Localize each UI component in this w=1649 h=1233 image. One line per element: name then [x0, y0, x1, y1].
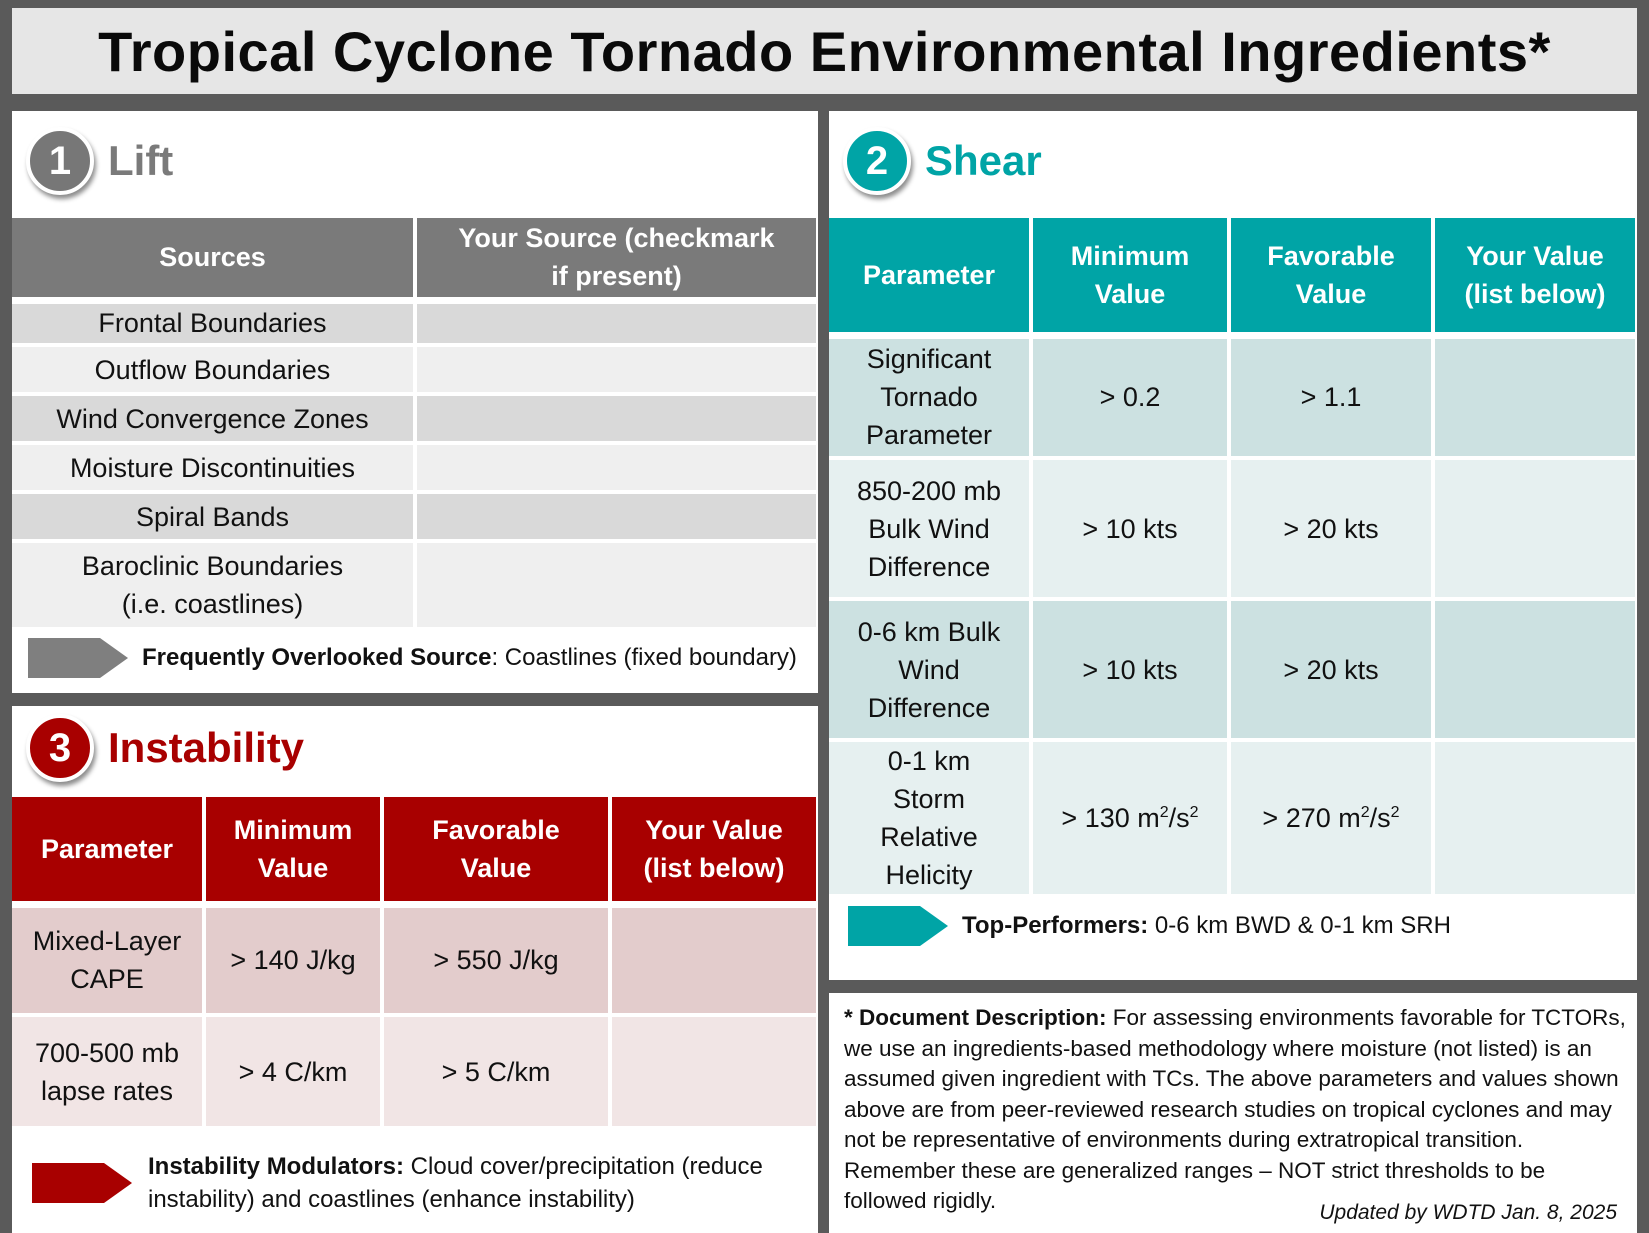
lift-source: Wind Convergence Zones: [12, 394, 417, 445]
lift-table: Sources Your Source (checkmark if presen…: [12, 218, 818, 631]
shear-minimum: > 10 kts: [1031, 599, 1231, 742]
table-row: Mixed-Layer CAPE > 140 J/kg > 550 J/kg: [12, 904, 818, 1017]
lift-check-cell[interactable]: [415, 394, 818, 445]
shear-header-parameter: Parameter: [829, 218, 1033, 339]
shear-parameter: 0-6 km Bulk Wind Difference: [829, 599, 1033, 742]
lift-panel: 1 Lift Sources Your Source (checkmark if…: [12, 111, 818, 693]
shear-favorable: > 20 kts: [1229, 599, 1435, 742]
shear-favorable: > 1.1: [1229, 335, 1435, 460]
lift-note: Frequently Overlooked Source: Coastlines…: [28, 638, 797, 678]
table-row: 0-6 km Bulk Wind Difference > 10 kts > 2…: [829, 599, 1637, 742]
shear-favorable: > 20 kts: [1229, 458, 1435, 601]
shear-title: Shear: [925, 137, 1042, 184]
instability-header-your-value: Your Value (list below): [610, 797, 818, 908]
table-row: 700-500 mb lapse rates > 4 C/km > 5 C/km: [12, 1015, 818, 1130]
instability-your-value[interactable]: [610, 904, 818, 1017]
instability-number-badge: 3: [26, 714, 94, 782]
lift-note-text: : Coastlines (fixed boundary): [491, 644, 797, 671]
table-row: 850-200 mb Bulk Wind Difference > 10 kts…: [829, 458, 1637, 601]
instability-your-value[interactable]: [610, 1015, 818, 1130]
shear-your-value[interactable]: [1433, 740, 1637, 898]
lift-check-cell[interactable]: [415, 345, 818, 396]
instability-note-text: Cloud cover/precipitation (reduce instab…: [148, 1153, 763, 1213]
lift-check-cell[interactable]: [415, 300, 818, 347]
table-row: Wind Convergence Zones: [12, 394, 818, 445]
document-description: * Document Description: For assessing en…: [844, 1003, 1629, 1217]
lift-number-badge: 1: [26, 127, 94, 195]
table-row: Moisture Discontinuities: [12, 443, 818, 494]
instability-favorable: > 550 J/kg: [382, 904, 612, 1017]
updated-note: Updated by WDTD Jan. 8, 2025: [1319, 1201, 1617, 1224]
shear-your-value[interactable]: [1433, 458, 1637, 601]
shear-header-favorable: Favorable Value: [1229, 218, 1435, 339]
shear-header-your-value: Your Value (list below): [1433, 218, 1637, 339]
lift-source: Spiral Bands: [12, 492, 417, 543]
title-bar: Tropical Cyclone Tornado Environmental I…: [12, 8, 1637, 94]
lift-check-cell[interactable]: [415, 541, 818, 631]
table-row: Baroclinic Boundaries (i.e. coastlines): [12, 541, 818, 631]
shear-parameter: Significant Tornado Parameter: [829, 335, 1033, 460]
shear-table: Parameter Minimum Value Favorable Value …: [829, 218, 1637, 898]
shear-favorable: > 270 m2/s2: [1229, 740, 1435, 898]
table-row: Frontal Boundaries: [12, 300, 818, 347]
arrow-right-icon: [28, 638, 128, 678]
arrow-right-icon: [32, 1163, 132, 1203]
lift-source: Baroclinic Boundaries (i.e. coastlines): [12, 541, 417, 631]
page-title: Tropical Cyclone Tornado Environmental I…: [98, 19, 1551, 83]
shear-header: 2 Shear: [829, 111, 1042, 211]
instability-note: Instability Modulators: Cloud cover/prec…: [32, 1150, 798, 1216]
lift-source: Outflow Boundaries: [12, 345, 417, 396]
instability-parameter: Mixed-Layer CAPE: [12, 904, 206, 1017]
lift-header-your-source: Your Source (checkmark if present): [415, 218, 818, 304]
instability-table: Parameter Minimum Value Favorable Value …: [12, 797, 818, 1130]
lift-header-sources: Sources: [12, 218, 417, 304]
shear-parameter: 0-1 km Storm Relative Helicity: [829, 740, 1033, 898]
table-row: Spiral Bands: [12, 492, 818, 543]
instability-note-label: Instability Modulators:: [148, 1153, 405, 1180]
lift-title: Lift: [108, 137, 174, 184]
shear-minimum: > 0.2: [1031, 335, 1231, 460]
description-label: * Document Description:: [844, 1005, 1107, 1030]
instability-header: 3 Instability: [12, 706, 304, 790]
shear-note-label: Top-Performers:: [962, 912, 1149, 939]
arrow-right-icon: [848, 906, 948, 946]
shear-panel: 2 Shear Parameter Minimum Value Favorabl…: [829, 111, 1637, 980]
shear-header-minimum: Minimum Value: [1031, 218, 1231, 339]
instability-favorable: > 5 C/km: [382, 1015, 612, 1130]
description-panel: * Document Description: For assessing en…: [829, 993, 1637, 1233]
instability-minimum: > 4 C/km: [204, 1015, 384, 1130]
lift-source: Frontal Boundaries: [12, 300, 417, 347]
table-row: Significant Tornado Parameter > 0.2 > 1.…: [829, 335, 1637, 460]
instability-parameter: 700-500 mb lapse rates: [12, 1015, 206, 1130]
lift-check-cell[interactable]: [415, 492, 818, 543]
lift-header: 1 Lift: [12, 111, 173, 211]
table-row: 0-1 km Storm Relative Helicity > 130 m2/…: [829, 740, 1637, 898]
shear-parameter: 850-200 mb Bulk Wind Difference: [829, 458, 1033, 601]
shear-number-badge: 2: [843, 127, 911, 195]
instability-title: Instability: [108, 724, 305, 771]
instability-header-minimum: Minimum Value: [204, 797, 384, 908]
lift-check-cell[interactable]: [415, 443, 818, 494]
shear-minimum: > 130 m2/s2: [1031, 740, 1231, 898]
shear-minimum: > 10 kts: [1031, 458, 1231, 601]
lift-note-label: Frequently Overlooked Source: [142, 644, 492, 671]
instability-panel: 3 Instability Parameter Minimum Value Fa…: [12, 706, 818, 1233]
shear-your-value[interactable]: [1433, 335, 1637, 460]
shear-your-value[interactable]: [1433, 599, 1637, 742]
description-text: For assessing environments favorable for…: [844, 1005, 1626, 1213]
instability-header-parameter: Parameter: [12, 797, 206, 908]
shear-note-text: 0-6 km BWD & 0-1 km SRH: [1148, 912, 1451, 939]
table-row: Outflow Boundaries: [12, 345, 818, 396]
instability-header-favorable: Favorable Value: [382, 797, 612, 908]
shear-note: Top-Performers: 0-6 km BWD & 0-1 km SRH: [848, 906, 1451, 946]
lift-source: Moisture Discontinuities: [12, 443, 417, 494]
instability-minimum: > 140 J/kg: [204, 904, 384, 1017]
